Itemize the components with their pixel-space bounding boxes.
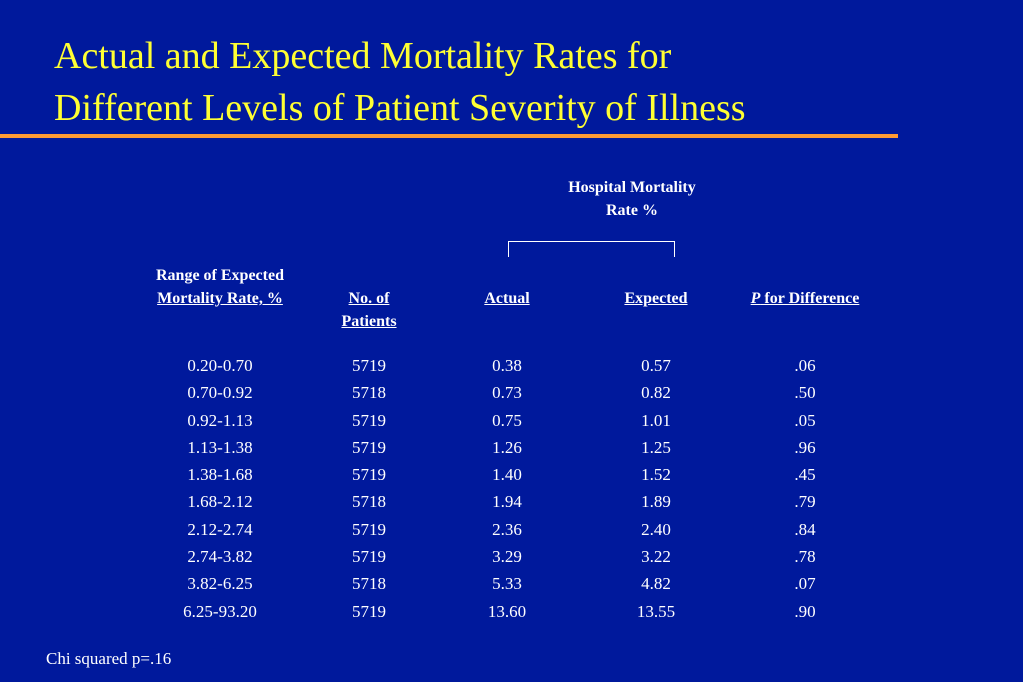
table-row: 2.12-2.74 5719 2.36 2.40 .84 [0,518,1023,545]
column-header-expected: Expected [596,287,716,310]
cell-actual: 13.60 [487,601,527,621]
cell-range: 6.25-93.20 [183,601,257,621]
cell-patients: 5719 [352,410,386,430]
title-divider [0,134,898,138]
column-header-range: Range of Expected Mortality Rate, % [120,264,320,310]
cell-expected: 0.57 [641,356,671,375]
cell-p: .45 [794,465,816,485]
cell-expected: 3.22 [641,547,671,567]
cell-actual: 1.94 [492,492,522,512]
table-row: 2.74-3.82 5719 3.29 3.22 .78 [0,545,1023,572]
cell-p: .50 [794,383,816,403]
table-row: 1.13-1.38 5719 1.26 1.25 .96 [0,436,1023,463]
cell-p: .06 [794,356,816,375]
cell-expected: 2.40 [641,519,671,539]
cell-actual: 1.40 [492,465,522,485]
cell-range: 3.82-6.25 [187,574,253,594]
cell-patients: 5719 [352,601,386,621]
table-row: 1.38-1.68 5719 1.40 1.52 .45 [0,463,1023,490]
cell-p: .07 [794,574,816,594]
slide-title-line-1: Actual and Expected Mortality Rates for [54,35,672,77]
cell-expected: 4.82 [641,574,671,594]
column-header-p-italic: P [750,290,761,307]
cell-patients: 5719 [352,465,386,485]
column-header-range-line-2: Mortality Rate, % [157,290,283,307]
cell-p: .84 [794,519,816,539]
table-body: 0.20-0.70 5719 0.38 0.57.06 0.70-0.92 5718 0.7… [0,354,1023,627]
slide-title: Actual and Expected Mortality Rates for … [54,30,954,134]
cell-range: 1.68-2.12 [187,492,253,512]
cell-patients: 5718 [352,492,386,512]
cell-patients: 5719 [352,519,386,539]
cell-actual: 0.75 [492,410,522,430]
column-header-patients-line-1: No. of [348,290,390,307]
cell-patients: 5719 [352,437,386,457]
mortality-group-header-line-1: Hospital Mortality [568,179,696,196]
table-row: 0.92-1.13 5719 0.75 1.01 .05 [0,409,1023,436]
group-bracket [508,241,675,257]
cell-range: 2.12-2.74 [187,519,253,539]
cell-expected: 1.89 [641,492,671,512]
cell-expected: 13.55 [636,601,676,621]
table-row: 3.82-6.25 5718 5.33 4.82 .07 [0,572,1023,599]
cell-patients: 5718 [352,383,386,403]
column-header-patients-line-2: Patients [341,313,397,330]
table-row: 6.25-93.20 5719 13.60 13.55 .90 [0,600,1023,627]
cell-expected: 1.52 [641,465,671,485]
cell-range: 0.20-0.70 [187,356,253,375]
cell-actual: 1.26 [492,437,522,457]
cell-range: 1.38-1.68 [187,465,253,485]
column-header-range-line-1: Range of Expected [156,267,284,284]
table-row: 1.68-2.12 5718 1.94 1.89 .79 [0,490,1023,517]
cell-p: .79 [794,492,816,512]
cell-patients: 5719 [352,356,386,375]
cell-actual: 0.38 [492,356,522,375]
cell-patients: 5719 [352,547,386,567]
footnote: Chi squared p=.16 [46,649,172,668]
column-header-actual: Actual [457,287,557,310]
table-row: 0.70-0.92 5718 0.73 0.82 .50 [0,381,1023,408]
column-header-p-difference: P for Difference [705,287,905,310]
cell-actual: 5.33 [492,574,522,594]
cell-range: 0.70-0.92 [187,383,253,403]
cell-p: .78 [794,547,816,567]
column-header-actual-label: Actual [484,290,530,307]
cell-p: .05 [794,410,816,430]
column-header-expected-label: Expected [624,290,688,307]
cell-p: .90 [794,601,816,621]
cell-p: .96 [794,437,816,457]
slide-title-line-2: Different Levels of Patient Severity of … [54,87,746,129]
column-header-p-difference-label: P for Difference [705,287,905,310]
cell-range: 2.74-3.82 [187,547,253,567]
mortality-group-header-line-2: Rate % [606,202,658,219]
cell-actual: 0.73 [492,383,522,403]
cell-expected: 0.82 [641,383,671,403]
mortality-group-header: Hospital Mortality Rate % [532,176,732,222]
cell-actual: 2.36 [492,519,522,539]
cell-actual: 3.29 [492,547,522,567]
table-row: 0.20-0.70 5719 0.38 0.57 .06 [0,354,1023,381]
cell-range: 0.92-1.13 [187,410,253,430]
cell-patients: 5718 [352,574,386,594]
column-header-p-rest: for Difference [760,290,860,307]
cell-range: 1.13-1.38 [187,437,253,457]
cell-expected: 1.25 [641,437,671,457]
cell-expected: 1.01 [641,410,671,430]
column-header-patients: No. of Patients [309,287,429,333]
